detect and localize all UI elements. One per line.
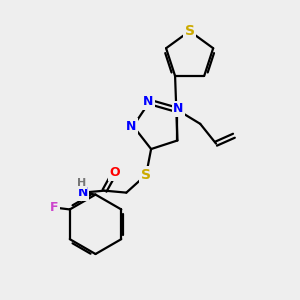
- Text: N: N: [143, 95, 154, 109]
- Text: N: N: [78, 186, 88, 199]
- Text: N: N: [173, 103, 184, 116]
- Text: S: S: [184, 24, 195, 38]
- Text: N: N: [126, 120, 136, 133]
- Text: O: O: [109, 166, 120, 179]
- Text: H: H: [77, 178, 86, 188]
- Text: S: S: [141, 168, 151, 182]
- Text: F: F: [50, 201, 58, 214]
